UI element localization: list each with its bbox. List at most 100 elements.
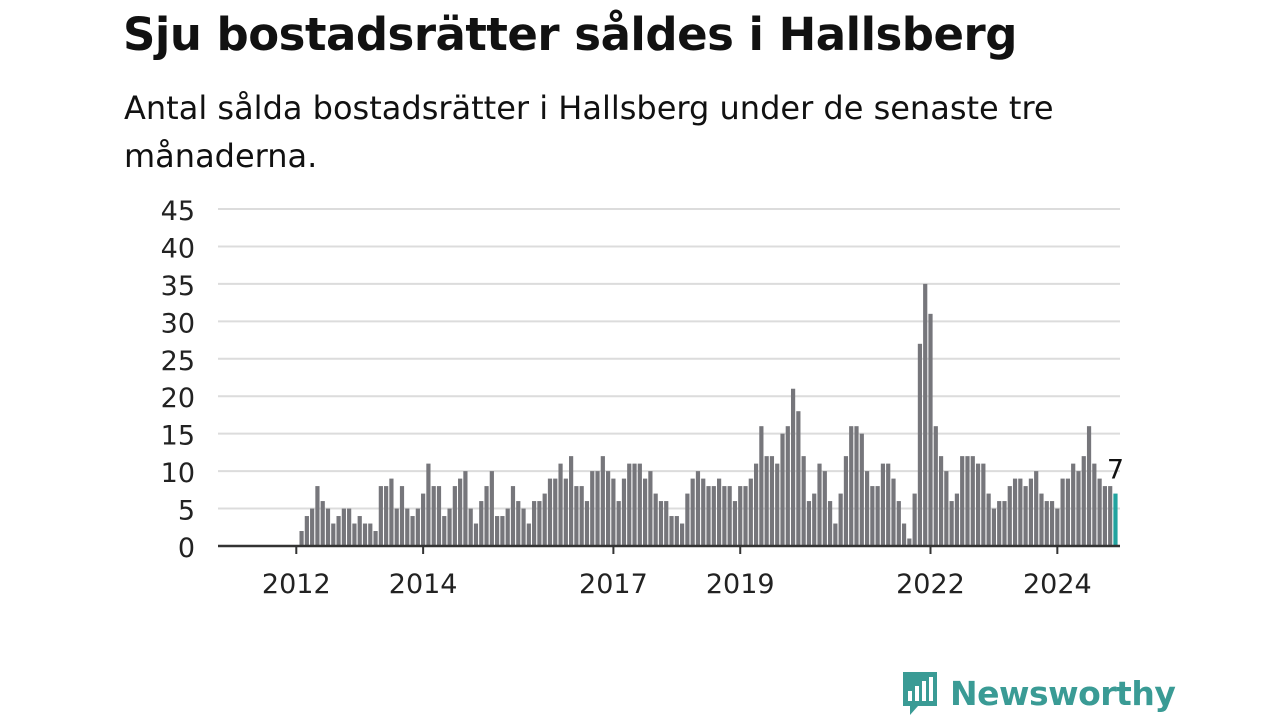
y-tick-label: 15 (161, 421, 195, 452)
bar (442, 516, 447, 546)
bar (812, 493, 817, 546)
bar (970, 456, 975, 546)
bar (394, 508, 399, 546)
bar (917, 343, 923, 546)
bar (717, 478, 722, 546)
bar (901, 523, 907, 546)
bar (1007, 486, 1012, 546)
x-tick-label: 2017 (579, 569, 648, 600)
bar (378, 486, 383, 546)
bar (304, 516, 309, 546)
bar (923, 283, 928, 546)
x-axis (218, 544, 1120, 554)
bar (933, 426, 938, 546)
bar (463, 471, 468, 546)
bar (357, 516, 362, 546)
newsworthy-icon (903, 672, 937, 715)
bar (785, 426, 790, 546)
bar (320, 501, 325, 546)
bars (299, 283, 1118, 546)
bar (547, 478, 553, 546)
bar (331, 523, 336, 546)
bar (944, 471, 949, 546)
annotations: 7 (1107, 455, 1124, 486)
bar (997, 501, 1002, 546)
bar (743, 486, 748, 546)
bar (954, 493, 960, 546)
bar (579, 486, 584, 546)
bar (436, 486, 442, 546)
bar (611, 478, 616, 546)
bar (822, 471, 827, 546)
bar (965, 456, 970, 546)
bar (775, 463, 780, 546)
bar (981, 463, 986, 546)
bar (1092, 463, 1097, 546)
bar (643, 478, 648, 546)
bar (838, 493, 843, 546)
y-axis-tick-labels: 0 5 10 15 20 25 30 35 40 45 (161, 196, 195, 564)
bar (452, 486, 457, 546)
bar (658, 501, 664, 546)
bar (1018, 478, 1023, 546)
bar (1086, 426, 1092, 546)
x-tick-label: 2019 (706, 569, 775, 600)
bar (489, 471, 494, 546)
bar (563, 478, 568, 546)
bar (384, 486, 389, 546)
bar (653, 493, 658, 546)
bar (299, 531, 304, 546)
bar (532, 501, 537, 546)
bar (341, 508, 346, 546)
bar (769, 456, 775, 546)
x-tick-label: 2022 (896, 569, 965, 600)
bar (325, 508, 331, 546)
bar (574, 486, 579, 546)
bar (399, 486, 405, 546)
bar (727, 486, 732, 546)
bar (648, 471, 653, 546)
bar (616, 501, 621, 546)
y-tick-label: 5 (178, 496, 195, 527)
gridlines (218, 208, 1120, 510)
bar (600, 456, 605, 546)
bar (415, 508, 420, 546)
bar (817, 463, 822, 546)
bar (505, 508, 510, 546)
bar (680, 523, 685, 546)
bar (706, 486, 711, 546)
bar (627, 463, 632, 546)
y-tick-label: 30 (161, 308, 195, 339)
bar (896, 501, 901, 546)
bar (389, 478, 394, 546)
bar (368, 523, 373, 546)
bar (521, 508, 526, 546)
y-tick-label: 25 (161, 346, 195, 377)
x-tick-label: 2012 (262, 569, 331, 600)
bar (510, 486, 516, 546)
bar (468, 508, 473, 546)
bar (854, 426, 859, 546)
chart-subtitle: Antal sålda bostadsrätter i Hallsberg un… (124, 89, 1054, 175)
x-tick-label: 2024 (1023, 569, 1092, 600)
bar (347, 508, 352, 546)
bar (336, 516, 341, 546)
bar (410, 516, 415, 546)
bar (764, 456, 769, 546)
bar (1102, 486, 1107, 546)
bar (1023, 486, 1028, 546)
y-tick-label: 40 (161, 233, 195, 264)
bar (595, 471, 600, 546)
bar (875, 486, 880, 546)
bar (849, 426, 854, 546)
bar (685, 493, 690, 546)
bar (759, 426, 764, 546)
bar (1081, 456, 1086, 546)
bar (1108, 486, 1113, 546)
bar (373, 531, 378, 546)
bar (553, 478, 558, 546)
bar (431, 486, 436, 546)
bar (695, 471, 701, 546)
bar (701, 478, 706, 546)
